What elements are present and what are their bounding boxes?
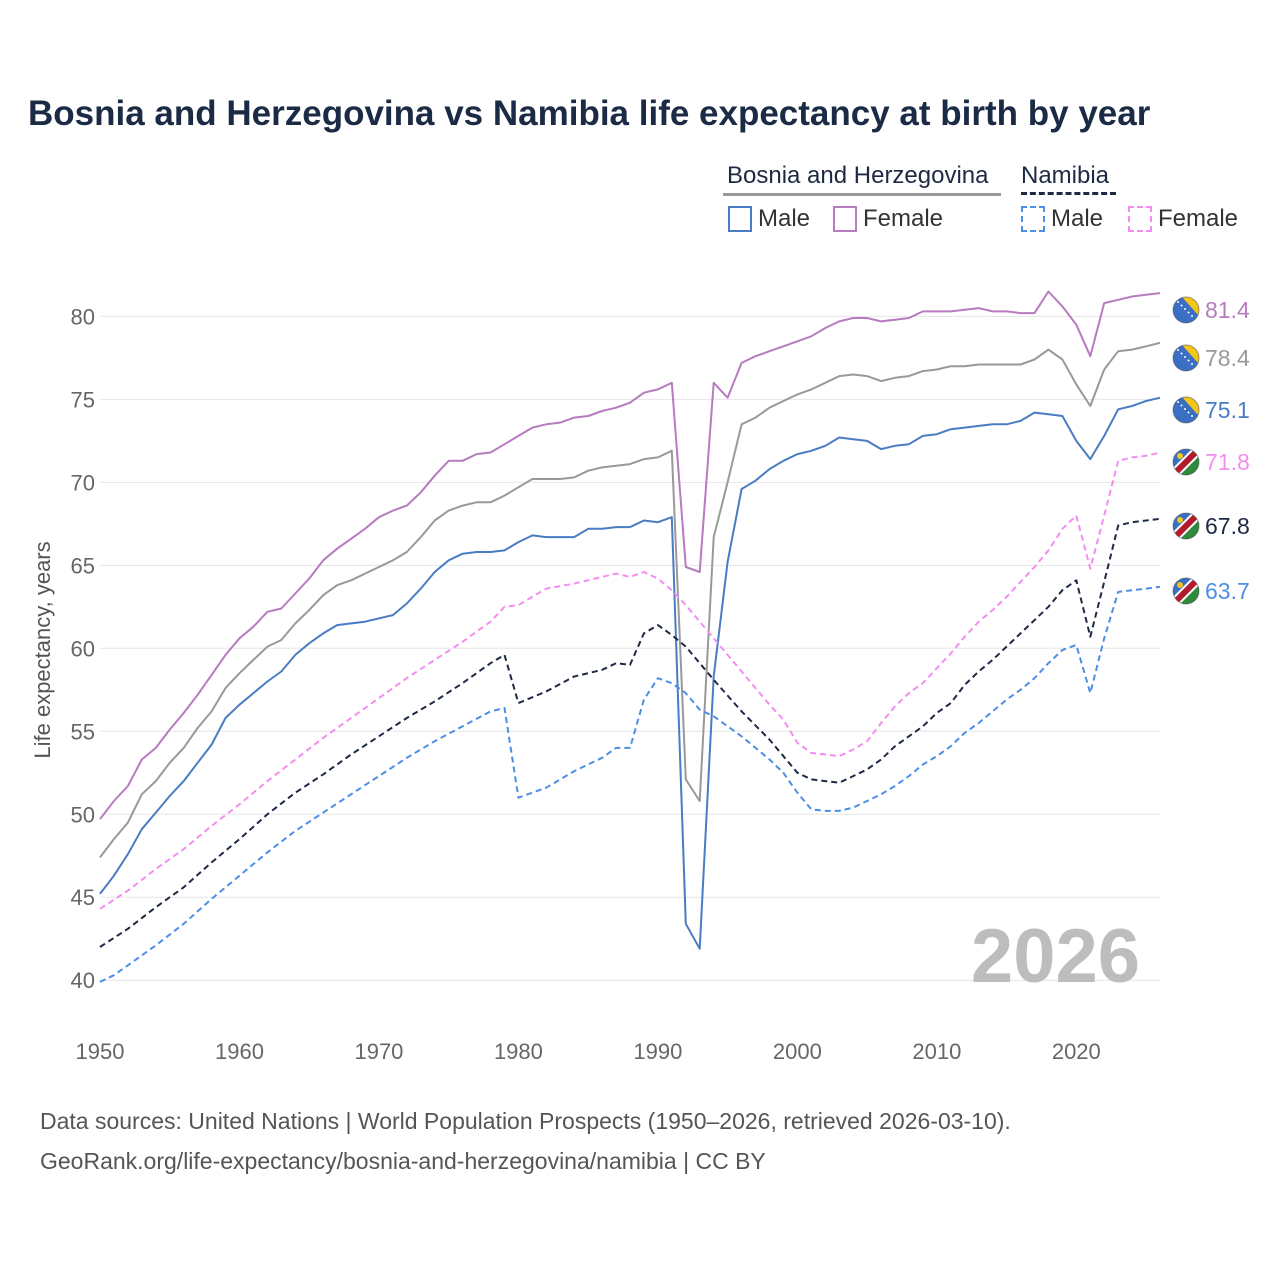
legend-bosnia-female[interactable]: Female	[833, 205, 943, 233]
end-value-label-4: 67.8	[1205, 513, 1250, 539]
series-line-5[interactable]	[99, 585, 1161, 983]
y-axis-label: Life expectancy, years	[30, 541, 55, 758]
y-tick-label-80: 80	[71, 304, 95, 329]
y-tick-label-65: 65	[71, 553, 95, 578]
x-tick-labels: 1950 1960 1970 1980 1990 2000 2010 2020	[76, 1039, 1101, 1064]
source-line-1: Data sources: United Nations | World Pop…	[40, 1108, 1011, 1134]
legend-namibia-male-label: Male	[1051, 205, 1104, 232]
legend-namibia-male-swatch	[1021, 206, 1045, 232]
series-line-3[interactable]	[99, 451, 1161, 910]
x-tick-label-2020: 2020	[1052, 1039, 1101, 1064]
legend-bosnia-male-swatch	[728, 206, 752, 232]
x-tick-label-2010: 2010	[912, 1039, 961, 1064]
end-value-label-1: 78.4	[1205, 345, 1250, 371]
series-lines	[99, 290, 1161, 983]
y-tick-label-45: 45	[71, 885, 95, 910]
bosnia-flag-icon	[1172, 396, 1200, 424]
legend-group-bosnia-underline	[723, 193, 1001, 196]
y-tick-labels: 40 45 50 55 60 65 70 75 80	[71, 304, 95, 993]
legend-group-bosnia: Bosnia and Herzegovina	[727, 162, 989, 190]
legend-group-bosnia-label: Bosnia and Herzegovina	[727, 162, 989, 189]
legend-group-namibia-label: Namibia	[1021, 162, 1110, 189]
end-value-label-0: 81.4	[1205, 297, 1250, 323]
end-value-label-2: 75.1	[1205, 397, 1250, 423]
x-tick-label-1980: 1980	[494, 1039, 543, 1064]
legend-namibia-female[interactable]: Female	[1128, 205, 1238, 233]
end-value-label-5: 63.7	[1205, 578, 1250, 604]
grid-lines	[100, 315, 1160, 981]
legend-bosnia-male-label: Male	[758, 205, 811, 232]
series-line-1[interactable]	[99, 341, 1161, 859]
series-end-markers: 81.4 78.4 75.1 71.8 67.8 63.7	[1172, 296, 1250, 605]
year-watermark: 2026	[971, 914, 1140, 999]
end-value-label-3: 71.8	[1205, 449, 1250, 475]
legend-namibia-female-label: Female	[1158, 205, 1239, 232]
y-tick-label-50: 50	[71, 802, 95, 827]
x-tick-label-1960: 1960	[215, 1039, 264, 1064]
series-line-2[interactable]	[99, 396, 1161, 950]
y-tick-label-40: 40	[71, 968, 95, 993]
source-line-2: GeoRank.org/life-expectancy/bosnia-and-h…	[40, 1148, 766, 1174]
bosnia-flag-icon	[1172, 344, 1200, 372]
x-tick-label-1970: 1970	[354, 1039, 403, 1064]
namibia-flag-icon	[1172, 512, 1200, 540]
y-tick-label-70: 70	[71, 470, 95, 495]
y-tick-label-55: 55	[71, 719, 95, 744]
legend-namibia-female-swatch	[1128, 206, 1152, 232]
namibia-flag-icon	[1172, 448, 1200, 476]
legend-group-namibia: Namibia	[1021, 162, 1109, 190]
bosnia-flag-icon	[1172, 296, 1200, 324]
legend-namibia-male[interactable]: Male	[1021, 205, 1103, 233]
chart-title: Bosnia and Herzegovina vs Namibia life e…	[28, 94, 1151, 133]
x-tick-label-1990: 1990	[633, 1039, 682, 1064]
namibia-flag-icon	[1172, 577, 1200, 605]
x-tick-label-1950: 1950	[76, 1039, 125, 1064]
series-line-4[interactable]	[99, 517, 1161, 948]
x-tick-label-2000: 2000	[773, 1039, 822, 1064]
series-line-0[interactable]	[99, 290, 1161, 820]
legend-bosnia-female-label: Female	[863, 205, 944, 232]
y-tick-label-75: 75	[71, 387, 95, 412]
legend-bosnia-female-swatch	[833, 206, 857, 232]
legend-group-namibia-underline	[1021, 192, 1116, 195]
legend-bosnia-male[interactable]: Male	[728, 205, 810, 233]
y-tick-label-60: 60	[71, 636, 95, 661]
